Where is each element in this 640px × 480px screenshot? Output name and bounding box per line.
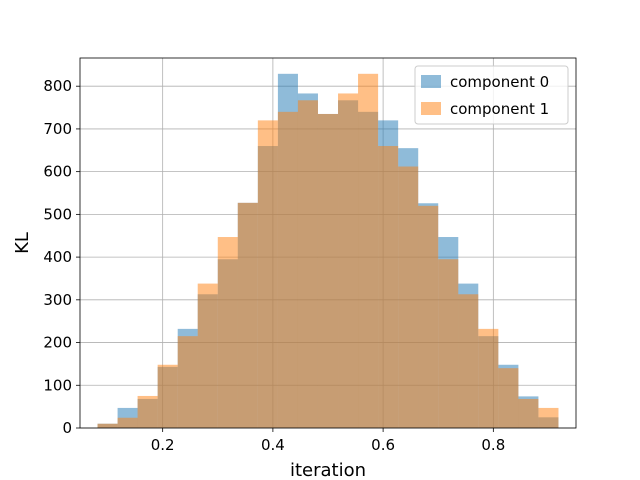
y-tick-label: 100 — [43, 376, 72, 394]
y-tick-label: 300 — [43, 291, 72, 309]
bar-series-1 — [257, 120, 278, 428]
bar-series-1 — [217, 237, 238, 428]
bars — [97, 73, 559, 429]
y-tick-label: 0 — [62, 419, 72, 437]
x-tick-label: 0.4 — [261, 436, 285, 454]
bar-series-1 — [97, 423, 118, 428]
x-axis-ticks: 0.2 0.4 0.6 0.8 — [151, 428, 505, 454]
legend-label: component 1 — [450, 100, 549, 118]
bar-series-1 — [438, 259, 459, 428]
bar-series-1 — [418, 205, 439, 428]
bar-series-1 — [117, 417, 138, 428]
legend-box — [414, 65, 569, 125]
x-tick-label: 0.8 — [481, 436, 505, 454]
bar-series-1 — [277, 111, 298, 429]
bar-series-1 — [358, 73, 379, 428]
y-axis-label: KL — [12, 232, 33, 254]
x-tick-label: 0.2 — [151, 436, 175, 454]
legend-swatch — [421, 75, 441, 88]
bar-series-1 — [157, 364, 178, 428]
bar-series-1 — [237, 202, 258, 428]
bar-series-1 — [177, 336, 198, 428]
y-tick-label: 500 — [43, 205, 72, 223]
bar-series-1 — [317, 113, 339, 429]
bar-series-1 — [378, 146, 399, 428]
bar-series-1 — [197, 283, 218, 428]
bar-series-1 — [518, 398, 539, 428]
x-tick-label: 0.6 — [371, 436, 395, 454]
plot-frame — [79, 57, 577, 429]
y-tick-label: 200 — [43, 334, 72, 352]
bar-series-1 — [137, 395, 158, 428]
legend-swatch — [421, 102, 441, 115]
bar-series-1 — [538, 407, 559, 428]
y-tick-label: 600 — [43, 163, 72, 181]
legend-label: component 0 — [450, 73, 549, 91]
bar-series-1 — [398, 166, 419, 428]
bar-series-1 — [478, 328, 499, 428]
bar-series-1 — [297, 100, 318, 429]
bar-series-1 — [498, 368, 519, 428]
bar-series-1 — [458, 294, 479, 428]
x-axis-label: iteration — [290, 460, 366, 480]
y-tick-label: 800 — [43, 77, 72, 95]
bar-series-1 — [338, 93, 359, 429]
legend: component 0 component 1 — [414, 65, 569, 125]
y-tick-label: 400 — [43, 248, 72, 266]
y-axis-ticks: 0 100 200 300 400 500 600 700 800 — [43, 77, 80, 437]
y-tick-label: 700 — [43, 120, 72, 138]
